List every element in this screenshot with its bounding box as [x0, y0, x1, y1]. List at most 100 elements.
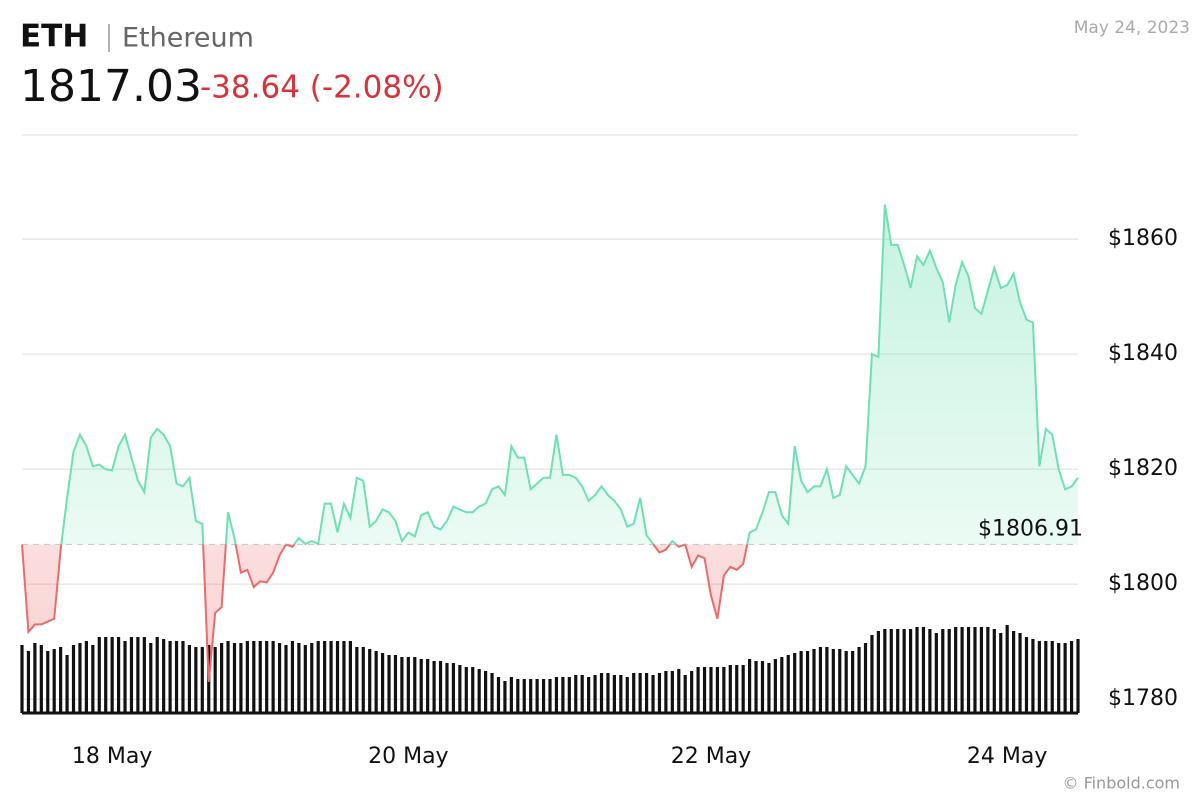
- volume-bar: [715, 667, 720, 713]
- change: -38.64 (-2.08%): [200, 70, 444, 106]
- volume-bar: [947, 629, 951, 713]
- volume-bar: [908, 629, 913, 713]
- volume-bar: [844, 651, 848, 713]
- volume-bar: [619, 675, 623, 713]
- volume-bar: [65, 655, 69, 713]
- volume-bar: [303, 645, 307, 713]
- volume-bar: [522, 679, 526, 713]
- volume-bar: [857, 647, 861, 713]
- volume-bar: [638, 673, 642, 713]
- symbol: ETH: [20, 19, 88, 55]
- volume-bar: [458, 665, 462, 713]
- volume-bar: [46, 651, 50, 713]
- volume-bar: [1024, 637, 1029, 713]
- volume-bar: [187, 645, 192, 713]
- volume-bar: [735, 665, 739, 713]
- volume-bar: [979, 627, 984, 713]
- volume-bar: [529, 679, 533, 713]
- volume-bar: [123, 641, 127, 713]
- volume-bar: [181, 641, 185, 713]
- volume-bar: [59, 647, 63, 713]
- volume-bar: [921, 627, 926, 713]
- volume-bar: [387, 655, 391, 713]
- volume-bar: [226, 641, 230, 713]
- volume-bar: [644, 673, 649, 713]
- volume-bar: [503, 681, 507, 713]
- price-line-up: [22, 204, 1079, 545]
- volume-bar: [838, 649, 842, 713]
- volume-bar: [986, 627, 990, 713]
- volume-bar: [657, 673, 662, 713]
- y-tick-label: $1780: [1108, 686, 1178, 711]
- volume-bar: [702, 667, 707, 713]
- volume-bar: [1050, 641, 1054, 713]
- volume-bar: [104, 637, 108, 713]
- volume-bar: [767, 663, 771, 713]
- volume-bar: [78, 643, 82, 713]
- y-tick-label: $1820: [1108, 456, 1178, 481]
- volume-bar: [805, 651, 810, 713]
- volume-bar: [220, 643, 224, 713]
- volume-bar: [471, 667, 475, 713]
- volume-bar: [464, 667, 468, 713]
- volume-bar: [52, 649, 56, 713]
- volume-bar: [818, 647, 823, 713]
- x-tick-label: 20 May: [368, 744, 448, 769]
- volume-bar: [310, 643, 314, 713]
- volume-bar: [368, 649, 372, 713]
- volume-bar: [245, 641, 249, 713]
- volume-bar: [709, 667, 713, 713]
- volume-bar: [606, 673, 610, 713]
- volume-bar: [966, 627, 971, 713]
- volume-bar: [1076, 639, 1080, 713]
- volume-bar: [934, 633, 938, 713]
- volume-bar: [348, 641, 352, 713]
- volume-bar: [741, 665, 745, 713]
- volume-bar: [780, 657, 784, 713]
- volume-bar: [876, 631, 880, 713]
- volume-bar: [535, 679, 539, 713]
- price: 1817.03: [20, 61, 202, 112]
- volume-bar: [451, 663, 456, 713]
- volume-bar: [722, 667, 726, 713]
- volume-bar: [941, 629, 945, 713]
- volume-bar: [26, 651, 31, 713]
- volume-bar: [632, 673, 636, 713]
- volume-bar: [902, 629, 906, 713]
- volume-bar: [593, 675, 597, 713]
- volume-bar: [174, 641, 179, 713]
- volume-bar: [1031, 639, 1035, 713]
- volume-bar: [612, 675, 616, 713]
- volume-bar: [129, 637, 134, 713]
- volume-bar: [445, 663, 449, 713]
- volume-bar: [426, 659, 430, 713]
- volume-bar: [664, 671, 668, 713]
- y-tick-label: $1860: [1108, 226, 1178, 251]
- x-tick-label: 24 May: [967, 744, 1047, 769]
- volume-bar: [142, 637, 146, 713]
- volume-bar: [413, 657, 417, 713]
- volume-bar: [1044, 641, 1048, 713]
- volume-bar: [355, 647, 359, 713]
- volume-bar: [587, 677, 591, 713]
- volume-bar: [516, 679, 520, 713]
- volume-bar: [677, 669, 681, 713]
- volume-bar: [71, 645, 76, 713]
- volume-bar: [329, 641, 333, 713]
- volume-bar: [651, 675, 655, 713]
- volume-bar: [728, 665, 732, 713]
- volume-bar: [928, 629, 932, 713]
- volume-bar: [335, 641, 340, 713]
- volume-bar: [1018, 633, 1022, 713]
- volume-bar: [342, 641, 346, 713]
- x-tick-label: 22 May: [671, 744, 751, 769]
- volume-bar: [1037, 641, 1041, 713]
- volume-bar: [290, 641, 295, 713]
- volume-bar: [851, 651, 855, 713]
- volume-bar: [380, 653, 385, 713]
- asset-name: Ethereum: [122, 23, 254, 54]
- volume-bar: [915, 627, 919, 713]
- volume-bar: [284, 645, 288, 713]
- volume-bar: [683, 675, 687, 713]
- volume-bar: [1057, 643, 1061, 713]
